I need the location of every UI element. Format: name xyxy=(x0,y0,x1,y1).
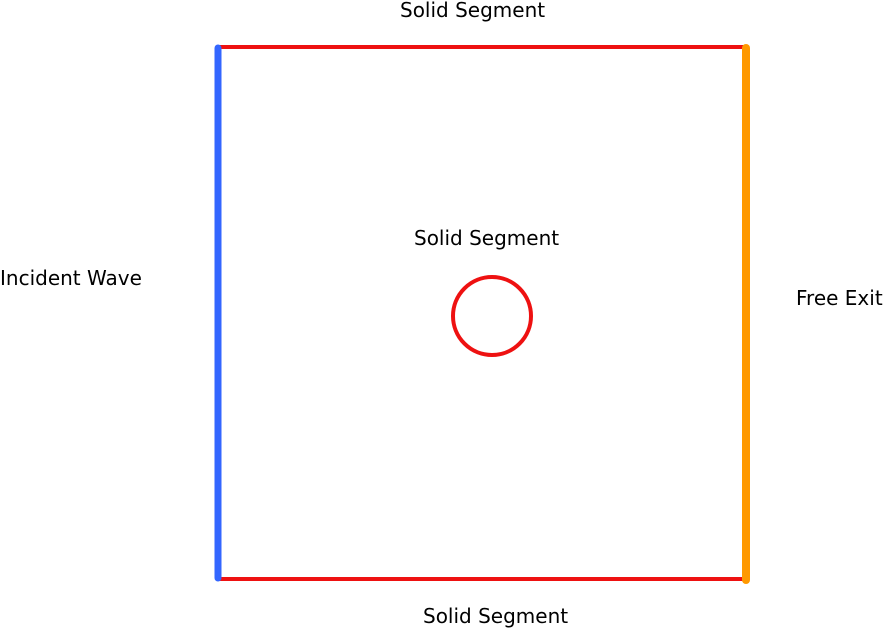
circular-solid-obstacle xyxy=(451,275,533,357)
right-boundary-label: Free Exit xyxy=(796,286,883,310)
bottom-boundary-label: Solid Segment xyxy=(423,604,569,628)
left-boundary-label: Incident Wave xyxy=(0,266,142,290)
obstacle-label: Solid Segment xyxy=(414,226,560,250)
top-boundary-label: Solid Segment xyxy=(400,0,546,22)
